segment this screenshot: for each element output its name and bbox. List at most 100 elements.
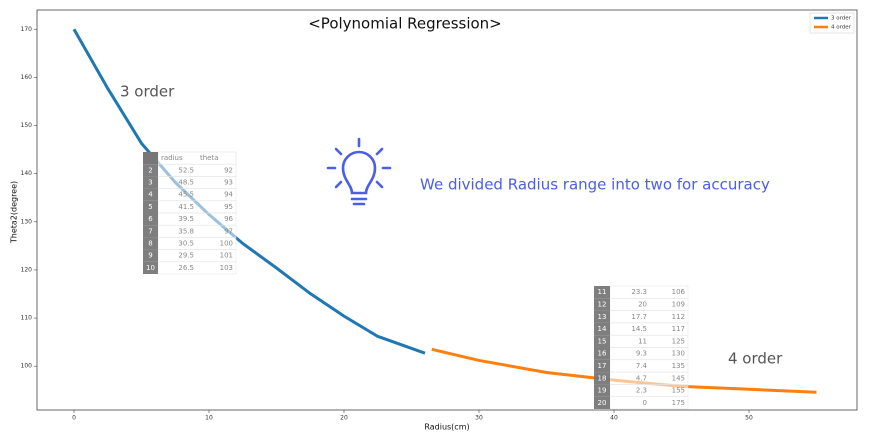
table-cell: 26.5 [178,264,194,272]
row-index: 7 [148,227,152,235]
plot-frame [36,9,858,411]
index-cell [594,286,610,299]
index-cell [143,176,158,189]
index-cell [594,359,610,373]
row-index: 14 [598,325,607,333]
table-cell: 48.5 [178,179,194,187]
row-index: 17 [598,362,607,370]
index-cell [594,310,610,323]
row-index: 18 [598,374,607,382]
row-index: 10 [146,264,155,272]
index-cell [594,384,610,397]
table-cell: 30.5 [178,240,194,248]
legend-label: 4 order [831,25,852,31]
table-cell: 175 [672,399,685,407]
y-tick-label: 170 [21,26,33,33]
x-tick-label: 0 [72,415,76,422]
table-cell: 125 [672,337,685,345]
table-cell: 9.3 [636,350,647,358]
x-tick-label: 40 [610,415,618,422]
table-cell: 100 [220,240,233,248]
x-tick-label: 50 [745,415,753,422]
annotation: 3 order [120,83,175,101]
table-cell: 93 [224,179,233,187]
table-cell: 4.7 [636,374,647,382]
row-index: 6 [148,215,153,223]
table-cell: 23.3 [631,288,647,296]
table-cell: 7.4 [636,362,648,370]
row-index: 16 [598,350,607,358]
row-index: 4 [148,191,153,199]
y-tick-label: 150 [21,122,33,129]
row-index: 12 [598,300,607,308]
table-cell: 95 [224,203,233,211]
table-cell: 101 [220,252,233,260]
row-index: 9 [148,252,152,260]
table-cell: 97 [224,227,233,235]
bulb-icon [326,137,392,206]
table-cell: 20 [638,300,647,308]
index-cell [143,237,158,250]
chart-title: <Polynomial Regression> [308,15,502,33]
data-table: 11 23.3 106 12 20 109 13 17.7 112 14 14.5 117 15 11 12… [594,285,689,410]
table-cell: 14.5 [631,325,647,333]
table-cell: 11 [638,337,647,345]
x-tick-label: 20 [340,415,348,422]
table-cell: 117 [672,325,685,333]
table-cell: 52.5 [178,166,194,174]
table-cell: 39.5 [178,215,194,223]
row-index: 11 [598,288,607,296]
index-cell [143,164,158,177]
y-tick-label: 140 [21,170,33,177]
y-axis-label: Theta2(degree) [10,181,19,244]
index-cell [594,372,610,385]
index-cell [594,396,610,409]
table-cell: 29.5 [178,252,194,260]
table-cell: 103 [220,264,233,272]
index-cell [594,335,610,348]
index-cell [143,249,158,262]
line-series [72,28,426,355]
table-cell: 112 [672,313,685,321]
x-tick-label: 10 [205,415,213,422]
table-cell: 135 [672,362,685,370]
annotation: We divided Radius range into two for acc… [420,176,770,194]
table-cell: 94 [224,191,233,199]
table-cell: 155 [672,387,685,395]
table-header: radius [161,154,183,162]
y-tick-label: 120 [21,266,33,273]
row-index: 3 [148,179,152,187]
table-cell: 41.5 [178,203,194,211]
y-tick-label: 110 [21,315,33,322]
table-cell: 92 [224,166,233,174]
row-index: 2 [148,166,152,174]
index-cell [143,200,158,213]
y-tick-label: 130 [21,218,33,225]
index-cell [143,225,158,238]
table-header: theta [200,154,219,162]
table-cell: 109 [672,300,685,308]
row-index: 8 [148,240,152,248]
row-index: 15 [598,337,607,345]
row-index: 20 [598,399,607,407]
index-cell [143,213,158,226]
y-tick-label: 100 [21,363,33,370]
index-cell [594,298,610,311]
annotation: 4 order [728,350,783,368]
index-cell [143,188,158,201]
index-cell [143,261,158,274]
x-tick-label: 30 [475,415,483,422]
table-cell: 130 [672,350,685,358]
legend-label: 3 order [831,16,852,22]
table-cell: 45.5 [178,191,194,199]
table-cell: 35.8 [178,227,194,235]
row-index: 5 [148,203,152,211]
index-cell [594,347,610,360]
row-index: 13 [598,313,607,321]
table-cell: 2.3 [636,387,647,395]
index-cell [143,152,158,165]
table-cell: 106 [672,288,686,296]
row-index: 19 [598,387,607,395]
table-cell: 96 [224,215,233,223]
